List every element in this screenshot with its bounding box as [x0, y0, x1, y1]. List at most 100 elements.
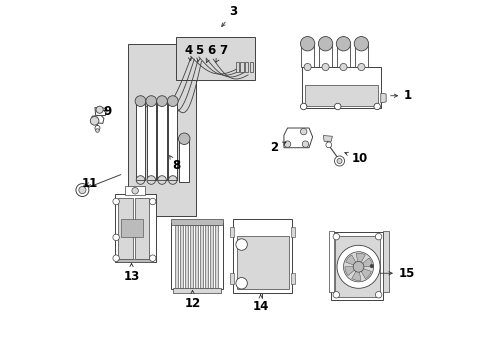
Bar	[290, 273, 294, 284]
Circle shape	[353, 37, 368, 51]
Text: 10: 10	[344, 152, 367, 165]
Circle shape	[375, 292, 381, 298]
Bar	[204, 225, 207, 288]
Bar	[230, 226, 234, 237]
Text: 9: 9	[103, 105, 112, 118]
Circle shape	[132, 188, 138, 194]
Wedge shape	[344, 267, 358, 275]
Bar	[184, 225, 187, 288]
Circle shape	[300, 129, 306, 135]
Bar	[189, 225, 192, 288]
Circle shape	[304, 63, 310, 71]
Circle shape	[373, 103, 380, 110]
Circle shape	[136, 176, 144, 184]
Polygon shape	[95, 108, 106, 116]
Circle shape	[95, 126, 100, 131]
Circle shape	[96, 129, 99, 132]
Bar	[328, 231, 333, 292]
Polygon shape	[92, 116, 104, 123]
Circle shape	[336, 158, 341, 163]
Circle shape	[334, 156, 344, 166]
Circle shape	[325, 142, 331, 148]
Bar	[174, 225, 178, 288]
Bar	[115, 194, 156, 262]
Polygon shape	[323, 135, 332, 141]
Bar	[121, 220, 142, 237]
Bar	[179, 225, 183, 288]
Bar	[172, 288, 221, 293]
Circle shape	[113, 255, 119, 261]
Polygon shape	[176, 37, 255, 80]
Circle shape	[168, 176, 177, 184]
Bar	[146, 101, 156, 180]
Bar	[214, 225, 218, 288]
Text: 4: 4	[184, 44, 193, 61]
Wedge shape	[358, 258, 371, 267]
Circle shape	[375, 233, 381, 240]
Bar	[290, 226, 294, 237]
Polygon shape	[380, 93, 386, 103]
Circle shape	[149, 255, 156, 261]
Text: 15: 15	[379, 267, 414, 280]
Circle shape	[113, 234, 119, 240]
Bar	[136, 101, 145, 180]
Circle shape	[167, 96, 178, 107]
Text: 1: 1	[390, 89, 411, 102]
Circle shape	[76, 184, 89, 197]
Bar	[179, 139, 189, 182]
Bar	[319, 44, 331, 67]
Text: 14: 14	[252, 294, 268, 313]
Circle shape	[235, 278, 247, 289]
Bar	[244, 62, 248, 72]
Circle shape	[235, 239, 247, 250]
Bar	[249, 62, 253, 72]
Bar	[168, 101, 177, 180]
Circle shape	[178, 133, 190, 144]
Bar	[135, 198, 149, 259]
Bar	[330, 232, 383, 300]
Text: 12: 12	[184, 290, 200, 310]
Circle shape	[300, 37, 314, 51]
Bar	[235, 62, 239, 72]
Polygon shape	[128, 44, 196, 216]
Bar	[171, 223, 223, 289]
Circle shape	[357, 63, 364, 71]
Bar	[230, 273, 234, 284]
Circle shape	[332, 292, 339, 298]
Bar	[304, 85, 377, 106]
Circle shape	[96, 106, 103, 113]
Wedge shape	[355, 253, 365, 267]
Bar	[240, 62, 244, 72]
Circle shape	[334, 103, 340, 110]
Circle shape	[79, 186, 86, 194]
Text: 13: 13	[123, 264, 140, 283]
Text: 5: 5	[195, 44, 203, 62]
Circle shape	[90, 117, 99, 125]
Circle shape	[339, 63, 346, 71]
Bar	[199, 225, 203, 288]
Bar	[382, 231, 388, 292]
Text: 7: 7	[215, 44, 226, 62]
Circle shape	[147, 176, 155, 184]
Circle shape	[113, 198, 119, 205]
Wedge shape	[358, 267, 370, 279]
Bar	[233, 220, 292, 293]
Bar	[171, 220, 223, 225]
Text: 2: 2	[270, 141, 285, 154]
Circle shape	[369, 264, 373, 268]
Circle shape	[158, 176, 166, 184]
Polygon shape	[117, 259, 153, 262]
Bar	[301, 44, 313, 67]
Circle shape	[149, 198, 156, 205]
Bar	[194, 225, 198, 288]
Circle shape	[336, 37, 350, 51]
Circle shape	[156, 96, 167, 107]
Wedge shape	[345, 255, 358, 267]
Circle shape	[336, 245, 379, 288]
Bar	[334, 235, 379, 297]
Circle shape	[145, 96, 156, 107]
Circle shape	[318, 37, 332, 51]
Circle shape	[135, 96, 145, 107]
Bar	[209, 225, 212, 288]
Text: 3: 3	[221, 5, 237, 27]
